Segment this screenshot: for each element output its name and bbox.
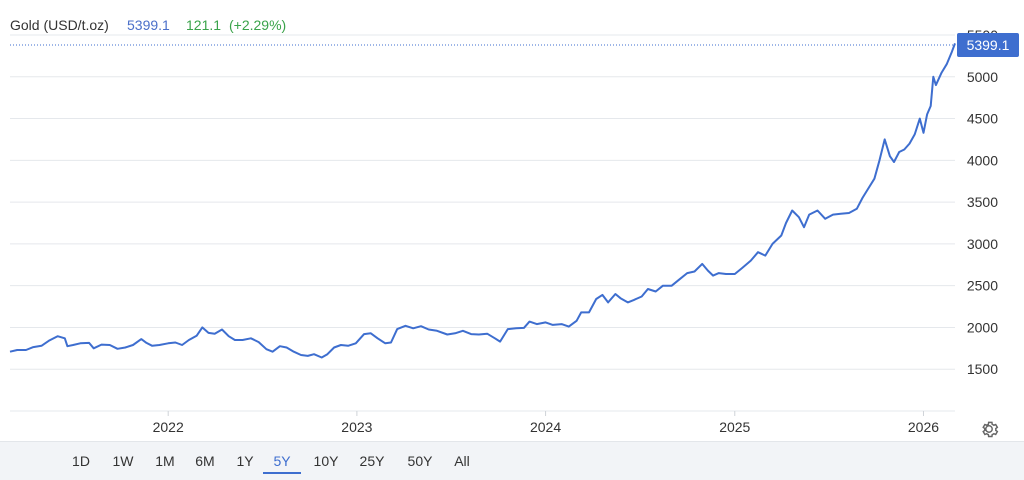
range-button-1m[interactable]: 1M	[150, 448, 180, 474]
y-tick-label: 2500	[967, 278, 998, 294]
series-line	[9, 43, 956, 359]
y-tick-label: 5000	[967, 69, 998, 85]
y-tick-label: 3000	[967, 236, 998, 252]
y-tick-label: 1500	[967, 361, 998, 377]
x-tick-label: 2023	[341, 419, 372, 435]
last-price-badge-label: 5399.1	[967, 37, 1010, 53]
y-axis: 150020002500300035004000450050005500	[967, 27, 998, 377]
range-button-1d[interactable]: 1D	[68, 448, 94, 474]
range-button-10y[interactable]: 10Y	[310, 448, 342, 474]
last-price-badge	[957, 33, 1019, 57]
x-tick-label: 2022	[153, 419, 184, 435]
legend-change: 121.1	[186, 17, 221, 33]
y-tick-label: 3500	[967, 194, 998, 210]
range-button-all[interactable]: All	[450, 448, 474, 474]
y-tick-label: 4000	[967, 152, 998, 168]
x-axis: 2022 2023 2024 2025 2026	[153, 411, 939, 435]
range-button-5y[interactable]: 5Y	[263, 448, 301, 474]
range-selector: 1D 1W 1M 6M 1Y 5Y 10Y 25Y 50Y All	[0, 441, 1024, 480]
range-button-25y[interactable]: 25Y	[355, 448, 389, 474]
x-tick-label: 2025	[719, 419, 750, 435]
chart-svg: 150020002500300035004000450050005500 202…	[9, 17, 1019, 435]
gear-icon[interactable]	[978, 418, 1000, 440]
legend-change-pct: (+2.29%)	[229, 17, 286, 33]
x-tick-label: 2024	[530, 419, 561, 435]
x-tick-label: 2026	[908, 419, 939, 435]
range-button-6m[interactable]: 6M	[191, 448, 219, 474]
legend-instrument: Gold (USD/t.oz)	[10, 17, 109, 33]
y-tick-label: 4500	[967, 111, 998, 127]
legend-price: 5399.1	[127, 17, 170, 33]
line-layer	[9, 43, 956, 359]
grid-layer	[10, 34, 955, 412]
range-button-50y[interactable]: 50Y	[403, 448, 437, 474]
y-tick-label: 2000	[967, 319, 998, 335]
range-button-1w[interactable]: 1W	[108, 448, 138, 474]
range-button-1y[interactable]: 1Y	[232, 448, 258, 474]
